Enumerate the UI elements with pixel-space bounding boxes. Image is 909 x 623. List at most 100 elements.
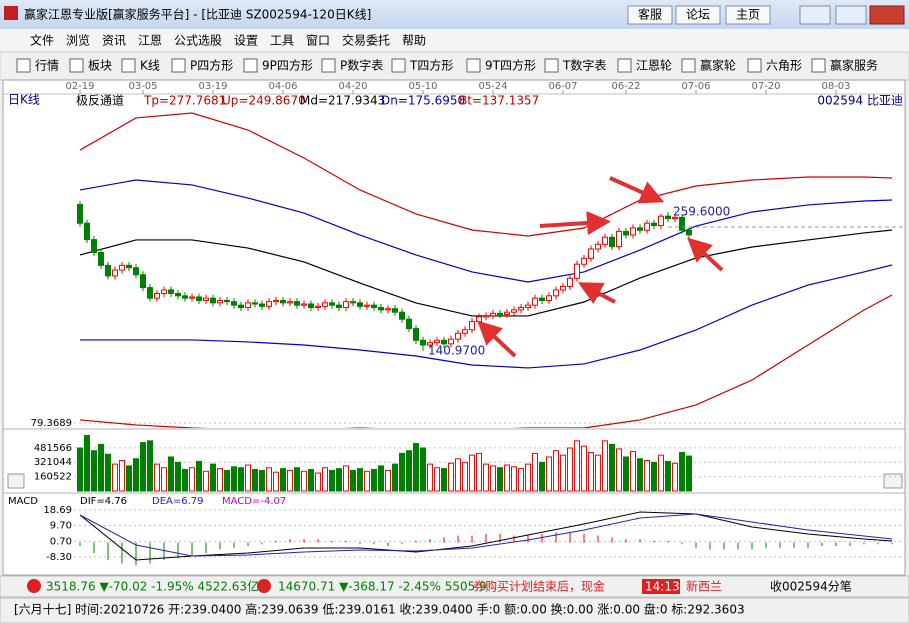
stock-name: 002594 比亚迪 — [817, 94, 903, 108]
volume-bar — [616, 448, 622, 492]
link-label[interactable]: 论坛 — [686, 8, 710, 22]
menu-item[interactable]: 公式选股 — [174, 34, 222, 48]
menu-item[interactable]: 帮助 — [402, 34, 426, 48]
candle-body — [686, 229, 692, 236]
link-button[interactable] — [627, 5, 673, 25]
candle-body — [126, 264, 132, 269]
volume-bar — [371, 469, 377, 492]
tool-icon[interactable] — [811, 58, 826, 73]
link-button[interactable] — [675, 5, 721, 25]
volume-bar — [126, 465, 132, 492]
tool-icon[interactable] — [747, 58, 762, 73]
link-button[interactable] — [725, 5, 771, 25]
candle-body — [308, 303, 314, 309]
volume-bar — [553, 450, 559, 492]
volume-bar — [483, 463, 489, 492]
volume-bar — [196, 460, 202, 492]
candle-body — [406, 318, 412, 330]
volume-bar — [231, 466, 237, 492]
menu-item[interactable]: 江恩 — [138, 34, 162, 48]
y-tick-label: 79.3689 — [31, 418, 72, 429]
tool-icon[interactable] — [466, 58, 481, 73]
candle-body — [182, 295, 188, 299]
volume-bar — [672, 462, 678, 492]
tool-icon[interactable] — [617, 58, 632, 73]
tool-label[interactable]: K线 — [140, 59, 160, 73]
menu-item[interactable]: 资讯 — [102, 34, 126, 48]
candle-body — [91, 239, 97, 253]
tool-label[interactable]: 江恩轮 — [636, 59, 672, 73]
minimize[interactable] — [799, 5, 831, 25]
volume-bar — [182, 469, 188, 492]
tool-label[interactable]: P四方形 — [190, 58, 233, 73]
tool-label[interactable]: P数字表 — [340, 58, 383, 73]
tool-label[interactable]: T四方形 — [409, 58, 453, 73]
tool-label[interactable]: 9P四方形 — [262, 58, 313, 73]
volume-bar — [301, 470, 307, 492]
menu-item[interactable]: 窗口 — [306, 34, 330, 48]
volume-bar — [357, 468, 363, 492]
candle-body — [427, 342, 433, 346]
candle-body — [385, 308, 391, 311]
volume-bar — [567, 447, 573, 492]
volume-bar — [147, 440, 153, 492]
menu-item[interactable]: 设置 — [234, 34, 258, 48]
menu-item[interactable]: 文件 — [30, 33, 54, 48]
tool-icon[interactable] — [171, 58, 186, 73]
candle-body — [364, 304, 370, 307]
volume-bar — [581, 445, 587, 492]
volume-bar — [154, 463, 160, 492]
maximize[interactable] — [835, 5, 867, 25]
tool-icon[interactable] — [243, 58, 258, 73]
candle-body — [434, 339, 440, 344]
candle-body — [413, 328, 419, 341]
menu-item[interactable]: 工具 — [270, 34, 294, 48]
volume-bar — [511, 466, 517, 492]
tool-icon[interactable] — [544, 58, 559, 73]
tool-icon[interactable] — [321, 58, 336, 73]
indicator-value: Up=249.8670 — [222, 94, 306, 108]
tool-label[interactable]: 板块 — [88, 59, 112, 73]
tool-label[interactable]: 行情 — [35, 59, 59, 73]
volume-bar — [210, 463, 216, 492]
candle-body — [238, 304, 244, 309]
volume-bar — [441, 468, 447, 492]
y-tick-label: 160522 — [34, 472, 72, 483]
volume-bar — [434, 467, 440, 492]
menu-item[interactable]: 交易委托 — [342, 33, 390, 48]
tool-label[interactable]: 赢家服务 — [830, 58, 878, 73]
tool-label[interactable]: 六角形 — [766, 59, 802, 73]
tool-label[interactable]: 9T四方形 — [485, 58, 536, 73]
tool-icon[interactable] — [391, 58, 406, 73]
indicator-value: Tp=277.7681 — [143, 94, 226, 108]
tool-label[interactable]: T数字表 — [562, 58, 606, 73]
volume-bar — [609, 443, 615, 492]
candle-body — [189, 296, 195, 299]
volume-bar — [84, 434, 90, 492]
candle-body — [665, 215, 671, 220]
candle-body — [469, 321, 475, 331]
candle-body — [329, 302, 335, 306]
link-label[interactable]: 客服 — [638, 7, 662, 22]
volume-bar — [476, 452, 482, 492]
tool-label[interactable]: 赢家轮 — [700, 58, 736, 73]
candle-body — [217, 299, 223, 304]
y-tick-label: 0.70 — [50, 536, 72, 547]
scroll-button[interactable] — [7, 473, 25, 489]
volume-bar — [336, 468, 342, 492]
tool-icon[interactable] — [681, 58, 696, 73]
volume-bar — [497, 467, 503, 492]
info-text: [六月十七] 时间:20210726 开:239.0400 高:239.0639… — [14, 602, 745, 617]
scroll-button[interactable] — [883, 473, 903, 489]
candle-body — [588, 248, 594, 259]
tool-icon[interactable] — [16, 58, 31, 73]
info-bar — [0, 597, 909, 623]
menu-item[interactable]: 浏览 — [66, 33, 90, 48]
link-label[interactable]: 主页 — [736, 8, 760, 22]
arrow — [577, 282, 616, 305]
tool-icon[interactable] — [121, 58, 136, 73]
candle-body — [112, 269, 118, 277]
candle-body — [644, 222, 650, 231]
tool-icon[interactable] — [69, 58, 84, 73]
close[interactable] — [869, 5, 905, 25]
